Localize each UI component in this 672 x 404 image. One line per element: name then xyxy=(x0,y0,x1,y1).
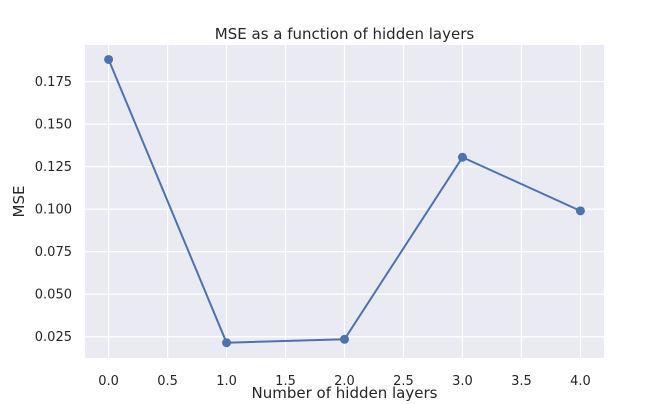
x-axis-label: Number of hidden layers xyxy=(252,384,438,402)
y-tick-labels: 0.025 0.050 0.075 0.100 0.125 0.150 0.175 xyxy=(35,75,72,345)
x-tick-label: 3.5 xyxy=(511,374,532,389)
y-axis-label: MSE xyxy=(10,186,28,218)
y-tick-label: 0.025 xyxy=(35,330,72,345)
x-tick-label: 4.0 xyxy=(570,374,591,389)
data-point xyxy=(457,152,467,162)
data-point xyxy=(575,206,585,216)
y-tick-label: 0.150 xyxy=(35,118,72,133)
y-tick-label: 0.175 xyxy=(35,75,72,90)
data-point xyxy=(340,334,349,344)
x-tick-label: 2.0 xyxy=(334,374,355,389)
x-tick-label: 0.5 xyxy=(157,374,178,389)
x-tick-label: 0.0 xyxy=(98,374,119,389)
y-tick-label: 0.100 xyxy=(35,203,72,218)
x-tick-label: 2.5 xyxy=(393,374,414,389)
data-point xyxy=(222,338,232,348)
y-tick-label: 0.050 xyxy=(35,288,72,303)
x-tick-label: 1.0 xyxy=(216,374,237,389)
y-tick-label: 0.075 xyxy=(35,245,72,260)
x-tick-label: 1.5 xyxy=(275,374,296,389)
series-layer xyxy=(104,54,585,348)
x-tick-labels: 0.0 0.5 1.0 1.5 2.0 2.5 3.0 3.5 4.0 xyxy=(98,374,591,389)
data-point xyxy=(104,54,114,64)
y-tick-label: 0.125 xyxy=(35,160,72,175)
x-tick-label: 3.0 xyxy=(452,374,473,389)
chart-title: MSE as a function of hidden layers xyxy=(215,25,475,43)
